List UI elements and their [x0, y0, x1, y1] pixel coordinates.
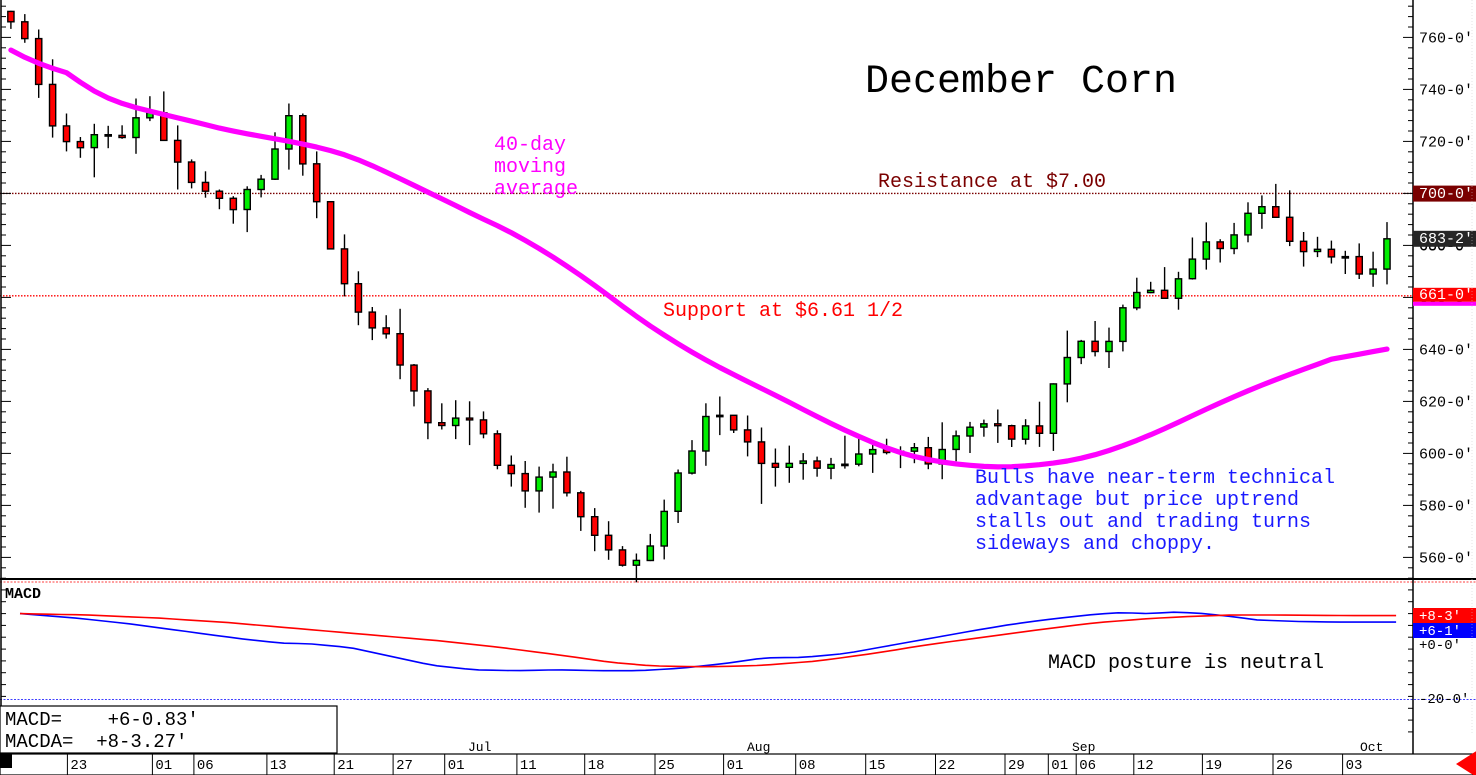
svg-text:Support at $6.61 1/2: Support at $6.61 1/2 [663, 300, 903, 323]
svg-text:12: 12 [1137, 758, 1154, 774]
svg-text:MACD: MACD [5, 586, 41, 603]
svg-text:25: 25 [658, 758, 675, 774]
svg-text:MACDA= +8-3.27': MACDA= +8-3.27' [5, 731, 187, 753]
svg-text:Sep: Sep [1072, 740, 1095, 755]
svg-text:620-0': 620-0' [1419, 394, 1473, 411]
svg-text:average: average [494, 178, 578, 201]
svg-text:19: 19 [1205, 758, 1222, 774]
svg-text:Aug: Aug [747, 740, 770, 755]
svg-text:advantage but price uptrend: advantage but price uptrend [975, 489, 1299, 512]
svg-text:Jul: Jul [468, 740, 492, 755]
svg-text:661-0': 661-0' [1419, 287, 1473, 304]
svg-text:15: 15 [869, 758, 886, 774]
svg-text:03: 03 [1346, 758, 1363, 774]
svg-text:683-2': 683-2' [1419, 231, 1473, 248]
svg-text:stalls out and trading turns: stalls out and trading turns [975, 511, 1311, 534]
svg-text:740-0': 740-0' [1419, 82, 1473, 99]
svg-text:Bulls have near-term technical: Bulls have near-term technical [975, 467, 1335, 490]
svg-text:+0-0': +0-0' [1419, 638, 1461, 654]
svg-text:27: 27 [396, 758, 413, 774]
svg-text:+8-3': +8-3' [1419, 609, 1461, 625]
svg-text:18: 18 [588, 758, 605, 774]
svg-text:21: 21 [337, 758, 354, 774]
svg-text:01: 01 [727, 758, 744, 774]
svg-text:13: 13 [270, 758, 287, 774]
svg-text:700-0': 700-0' [1419, 186, 1473, 203]
svg-text:MACD posture is neutral: MACD posture is neutral [1048, 652, 1324, 675]
svg-text:06: 06 [1079, 758, 1096, 774]
svg-text:760-0': 760-0' [1419, 30, 1473, 47]
svg-text:26: 26 [1276, 758, 1293, 774]
svg-text:-20-0': -20-0' [1419, 692, 1469, 708]
svg-text:sideways and choppy.: sideways and choppy. [975, 533, 1215, 556]
svg-text:01: 01 [1051, 758, 1068, 774]
svg-text:08: 08 [799, 758, 816, 774]
svg-text:22: 22 [939, 758, 956, 774]
svg-text:640-0': 640-0' [1419, 342, 1473, 359]
svg-text:720-0': 720-0' [1419, 134, 1473, 151]
svg-text:40-day: 40-day [494, 134, 566, 157]
svg-text:01: 01 [448, 758, 465, 774]
svg-text:11: 11 [520, 758, 537, 774]
svg-text:Resistance at $7.00: Resistance at $7.00 [878, 171, 1106, 194]
svg-text:06: 06 [197, 758, 214, 774]
svg-text:600-0': 600-0' [1419, 446, 1473, 463]
svg-text:23: 23 [70, 758, 87, 774]
svg-text:580-0': 580-0' [1419, 498, 1473, 515]
svg-text:December Corn: December Corn [865, 60, 1177, 105]
svg-text:560-0': 560-0' [1419, 550, 1473, 567]
svg-text:MACD= +6-0.83': MACD= +6-0.83' [5, 709, 199, 731]
svg-text:moving: moving [494, 156, 566, 179]
svg-text:01: 01 [155, 758, 172, 774]
svg-text:29: 29 [1008, 758, 1025, 774]
svg-text:Oct: Oct [1360, 740, 1383, 755]
